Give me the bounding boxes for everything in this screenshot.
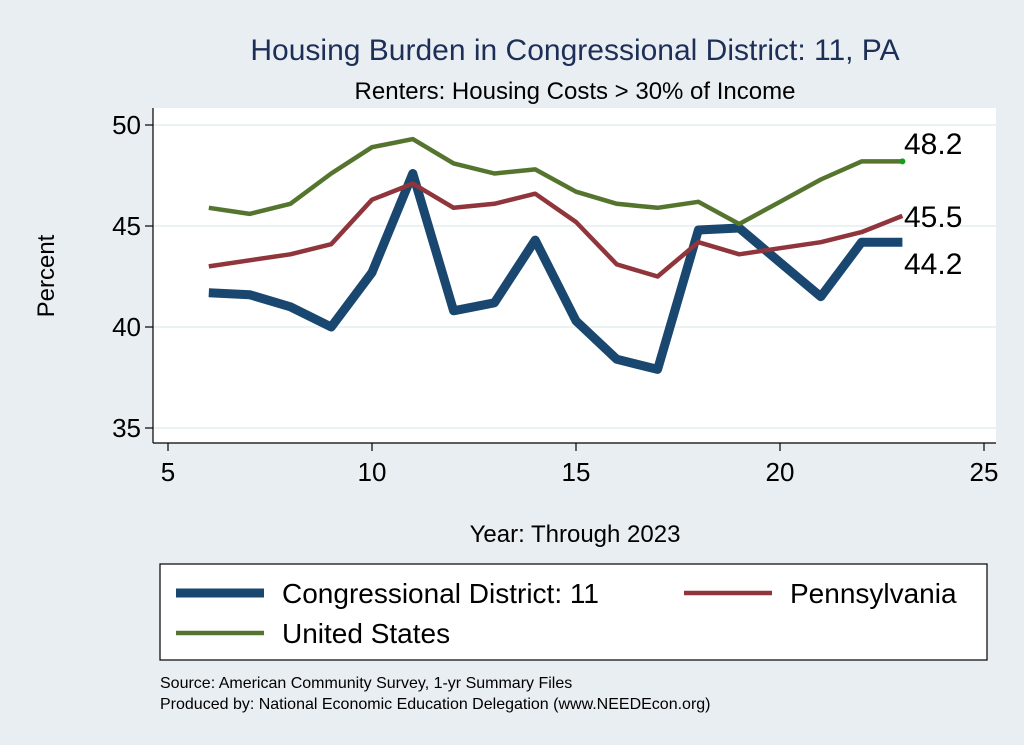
end-label-1: 45.5 <box>904 201 962 234</box>
x-tick-label: 10 <box>358 457 387 487</box>
y-tick-label: 35 <box>112 413 141 443</box>
chart-title: Housing Burden in Congressional District… <box>250 34 899 67</box>
x-axis-label: Year: Through 2023 <box>470 521 681 548</box>
x-tick-label: 15 <box>562 457 591 487</box>
series-line-1 <box>208 181 904 279</box>
chart-subtitle: Renters: Housing Costs > 30% of Income <box>355 78 796 105</box>
series-group <box>208 136 906 374</box>
x-ticks: 5 10 15 20 25 <box>161 443 999 487</box>
legend-label-2: United States <box>282 618 450 649</box>
producer-note: Produced by: National Economic Education… <box>160 696 711 713</box>
legend: Congressional District: 11 Pennsylvania Un… <box>176 578 957 649</box>
x-tick-label: 5 <box>161 457 175 487</box>
series-line-2 <box>208 136 903 227</box>
x-tick-label: 20 <box>766 457 795 487</box>
plot-area <box>153 108 996 443</box>
end-labels: 44.2 45.5 48.2 <box>904 128 962 281</box>
end-label-0: 44.2 <box>904 248 962 281</box>
legend-label-1: Pennsylvania <box>790 578 957 609</box>
series-line-0 <box>208 169 903 374</box>
gridlines <box>153 124 996 429</box>
y-ticks: 35 40 45 50 <box>112 110 153 443</box>
source-note: Source: American Community Survey, 1-yr … <box>160 675 572 692</box>
end-label-2: 48.2 <box>904 128 962 161</box>
legend-box <box>159 563 988 661</box>
legend-label-0: Congressional District: 11 <box>282 578 599 609</box>
y-axis-label: Percent <box>33 234 60 317</box>
y-tick-label: 40 <box>112 312 141 342</box>
y-tick-label: 50 <box>112 110 141 140</box>
x-tick-label: 25 <box>970 457 999 487</box>
series-end-point <box>899 158 906 165</box>
y-tick-label: 45 <box>112 211 141 241</box>
